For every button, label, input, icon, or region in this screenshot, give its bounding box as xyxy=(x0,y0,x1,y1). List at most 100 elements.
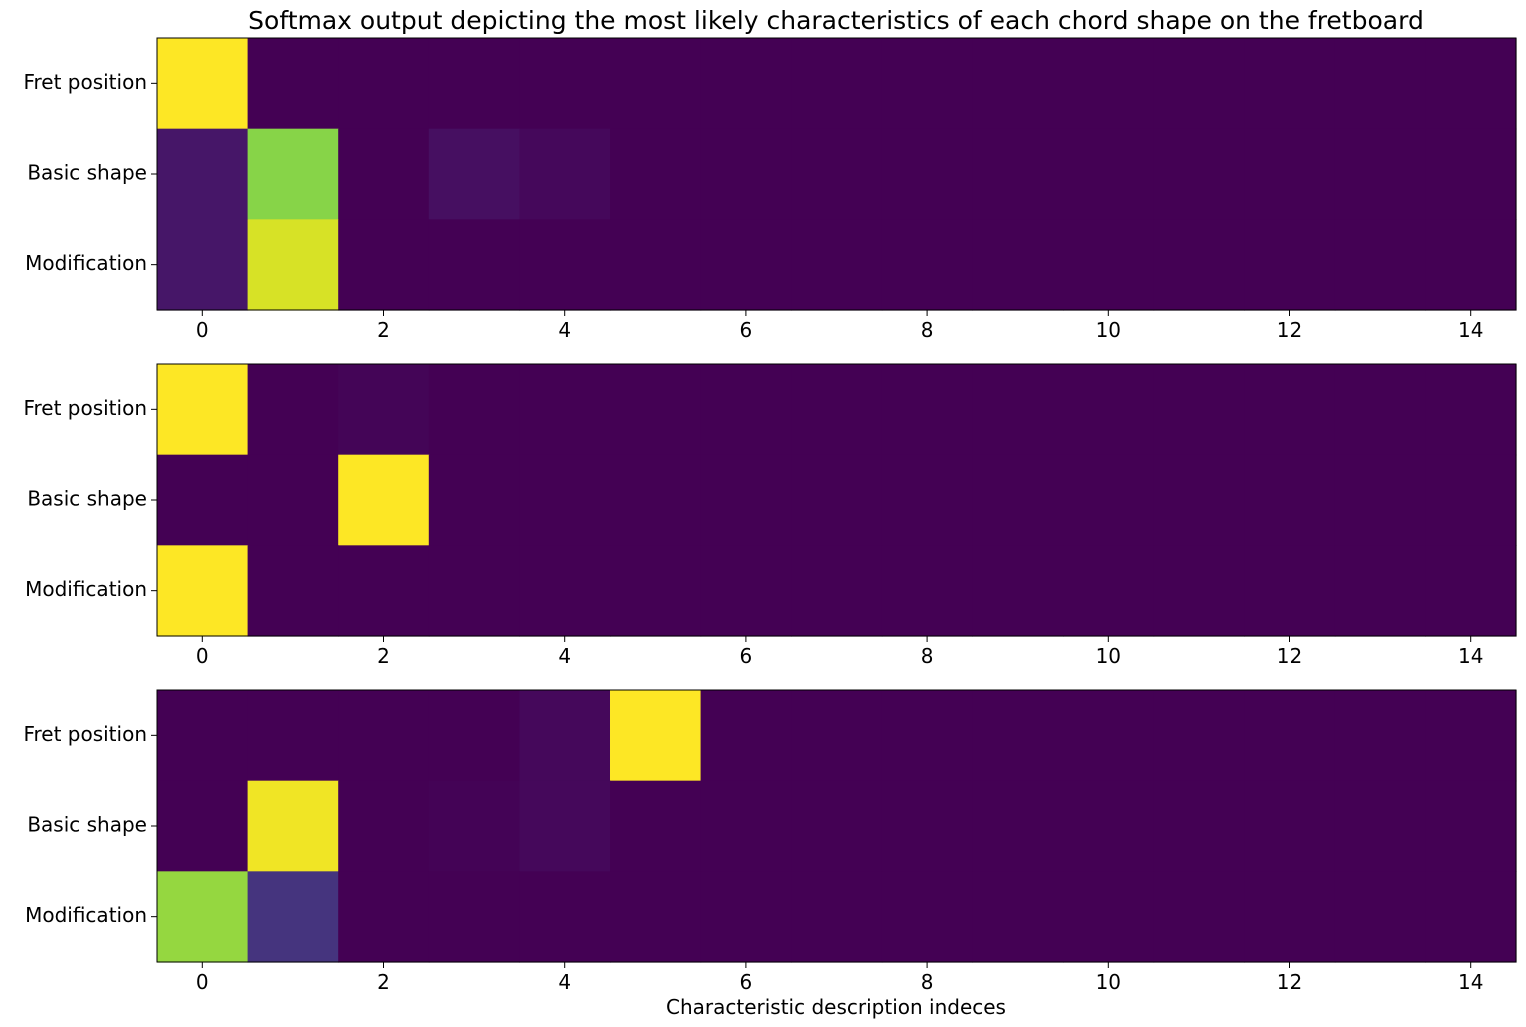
heatmap-cell xyxy=(338,454,430,546)
heatmap-cell xyxy=(610,38,702,130)
heatmap-cell xyxy=(338,364,430,456)
heatmap-cell xyxy=(972,690,1064,782)
heatmap-cell xyxy=(1153,364,1245,456)
heatmap-cell xyxy=(157,128,249,220)
heatmap-cell xyxy=(157,871,249,963)
heatmap-cell xyxy=(519,780,611,872)
x-tick-label: 4 xyxy=(558,644,571,668)
heatmap-cell xyxy=(610,780,702,872)
heatmap-cell xyxy=(791,38,883,130)
x-tick-label: 2 xyxy=(377,970,390,994)
heatmap-cell xyxy=(1334,38,1426,130)
heatmap-cell xyxy=(247,219,339,311)
y-tick-label: Modification xyxy=(25,903,147,927)
heatmap-cell xyxy=(972,128,1064,220)
heatmap-cell xyxy=(881,219,973,311)
heatmap-cell xyxy=(1153,545,1245,637)
heatmap-cell xyxy=(700,545,792,637)
heatmap-cell xyxy=(519,454,611,546)
heatmap-cell xyxy=(519,364,611,456)
x-tick-label: 6 xyxy=(740,318,753,342)
heatmap-cell xyxy=(972,38,1064,130)
heatmap-cell xyxy=(157,780,249,872)
heatmap-cell xyxy=(881,545,973,637)
x-tick-label: 4 xyxy=(558,970,571,994)
heatmap-cell xyxy=(791,219,883,311)
heatmap-panel-1: Fret position Basic shape Modification 0 2 4 6… xyxy=(23,37,1517,342)
heatmap-cell xyxy=(247,128,339,220)
y-tick-label: Basic shape xyxy=(27,161,147,185)
heatmap-cell xyxy=(157,364,249,456)
heatmap-cell xyxy=(881,780,973,872)
heatmap-cell xyxy=(1244,871,1336,963)
heatmap-cell xyxy=(700,364,792,456)
y-tick-label: Basic shape xyxy=(27,813,147,837)
heatmap-cell xyxy=(1334,871,1426,963)
heatmap-cell xyxy=(247,871,339,963)
heatmap-cell xyxy=(247,690,339,782)
heatmap-cell xyxy=(157,454,249,546)
heatmap-cell xyxy=(428,545,520,637)
heatmap-cell xyxy=(519,871,611,963)
heatmap-cell xyxy=(881,690,973,782)
heatmap-cell xyxy=(1063,780,1155,872)
heatmap-cell xyxy=(1244,454,1336,546)
heatmap-cell xyxy=(791,128,883,220)
heatmap-cell xyxy=(428,128,520,220)
x-tick-label: 8 xyxy=(921,970,934,994)
x-tick-label: 14 xyxy=(1458,970,1483,994)
heatmap-cell xyxy=(157,38,249,130)
x-tick-label: 12 xyxy=(1277,318,1302,342)
x-tick-label: 8 xyxy=(921,318,934,342)
heatmap-cell xyxy=(428,871,520,963)
heatmap-cell xyxy=(519,545,611,637)
x-tick-label: 10 xyxy=(1096,970,1121,994)
heatmap-cell xyxy=(610,690,702,782)
heatmap-cell xyxy=(1153,871,1245,963)
chart-title: Softmax output depicting the most likely… xyxy=(248,6,1424,35)
heatmap-cell xyxy=(610,454,702,546)
heatmap-cell xyxy=(1153,690,1245,782)
heatmap-cell xyxy=(791,545,883,637)
heatmap-cell xyxy=(972,545,1064,637)
x-tick-label: 12 xyxy=(1277,970,1302,994)
heatmap-cell xyxy=(1063,545,1155,637)
heatmap-cell xyxy=(1244,545,1336,637)
heatmap-cell xyxy=(157,545,249,637)
heatmap-cell xyxy=(791,780,883,872)
heatmap-panel-2: Fret position Basic shape Modification 0 2 4 6… xyxy=(23,363,1517,668)
x-tick-label: 6 xyxy=(740,644,753,668)
heatmap-cell xyxy=(700,219,792,311)
heatmap-cell xyxy=(247,545,339,637)
heatmap-cell xyxy=(1244,780,1336,872)
heatmap-cell xyxy=(700,454,792,546)
x-tick-label: 4 xyxy=(558,318,571,342)
x-tick-label: 6 xyxy=(740,970,753,994)
heatmap-cell xyxy=(610,871,702,963)
heatmap-cell xyxy=(519,38,611,130)
heatmap-cell xyxy=(1425,454,1517,546)
heatmap-cell xyxy=(1425,38,1517,130)
x-tick-label: 14 xyxy=(1458,644,1483,668)
heatmap-cell xyxy=(428,38,520,130)
heatmap-cell xyxy=(1244,38,1336,130)
x-tick-label: 12 xyxy=(1277,644,1302,668)
heatmap-cell xyxy=(1153,219,1245,311)
heatmap-cell xyxy=(338,219,430,311)
y-tick-label: Fret position xyxy=(23,722,147,746)
heatmap-cell xyxy=(428,454,520,546)
heatmap-cell xyxy=(610,128,702,220)
heatmap-cell xyxy=(247,38,339,130)
heatmap-cell xyxy=(1425,780,1517,872)
heatmap-cell xyxy=(428,219,520,311)
heatmap-cell xyxy=(1244,128,1336,220)
heatmap-cell xyxy=(338,128,430,220)
heatmap-cell xyxy=(338,545,430,637)
heatmap-cell xyxy=(972,780,1064,872)
heatmap-cell xyxy=(1425,690,1517,782)
heatmap-cell xyxy=(972,219,1064,311)
x-tick-label: 2 xyxy=(377,318,390,342)
heatmap-cell xyxy=(1334,454,1426,546)
heatmap-cell xyxy=(157,690,249,782)
heatmap-cell xyxy=(791,454,883,546)
